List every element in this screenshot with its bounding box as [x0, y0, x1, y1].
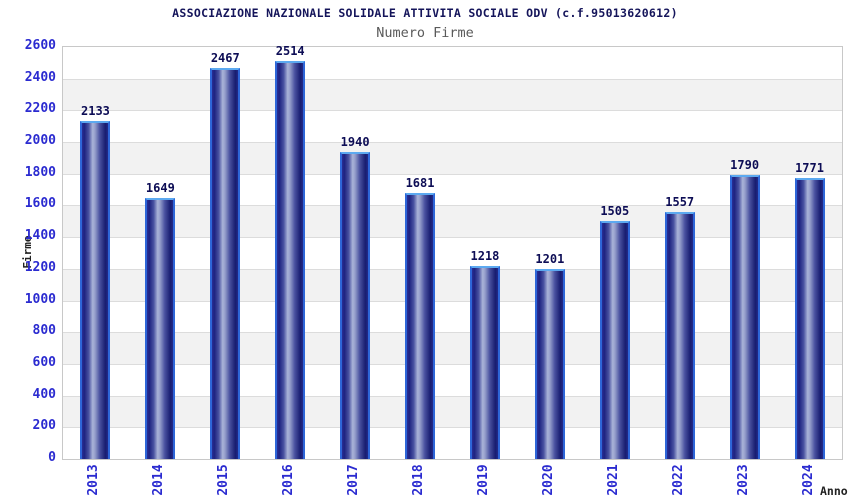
y-tick-label: 2400 — [24, 69, 56, 85]
gridline — [63, 237, 842, 239]
bar-value-label: 1201 — [535, 251, 565, 266]
plot-band — [63, 173, 842, 206]
chart-title: ASSOCIAZIONE NAZIONALE SOLIDALE ATTIVITA… — [172, 6, 678, 20]
y-tick-label: 1600 — [24, 196, 56, 212]
plot-band — [63, 110, 842, 143]
bar — [794, 178, 825, 459]
bar-value-label: 2467 — [210, 51, 240, 66]
y-tick-label: 400 — [32, 386, 56, 402]
gridline — [63, 110, 842, 112]
plot-band — [63, 237, 842, 269]
bar — [80, 121, 111, 459]
gridline — [63, 332, 842, 334]
bar-value-label: 1790 — [730, 158, 760, 173]
plot-area: 2133 1649 2467 2514 1940 1681 1218 1201 1505 1557… — [62, 43, 843, 460]
plot-band — [63, 332, 842, 364]
x-tick-label: 2014 — [151, 464, 167, 496]
x-tick-label: 2017 — [346, 464, 362, 496]
bar-value-label: 2133 — [81, 104, 110, 118]
x-tick-label: 2021 — [605, 464, 621, 496]
x-tick-label: 2023 — [735, 464, 751, 496]
y-tick-label: 1000 — [24, 291, 56, 307]
gridline — [63, 363, 842, 365]
y-tick-label: 800 — [32, 323, 56, 339]
x-tick-label: 2015 — [216, 464, 232, 496]
gridline — [63, 427, 842, 429]
plot-band — [63, 78, 842, 111]
y-tick-label: 0 — [48, 450, 56, 465]
bar-value-label: 1940 — [340, 134, 370, 149]
bar-value-label: 1681 — [405, 175, 435, 190]
plot-band — [63, 268, 842, 301]
bar — [664, 212, 695, 459]
y-tick-label: 1400 — [24, 228, 56, 244]
gridline — [63, 142, 842, 144]
x-tick-label: 2018 — [411, 464, 427, 496]
y-tick-label: 1800 — [24, 164, 56, 180]
bar-value-label: 2514 — [275, 43, 305, 58]
y-tick-label: 600 — [32, 354, 56, 370]
x-tick-label: 2016 — [281, 464, 297, 496]
bar-value-label: 1649 — [145, 180, 175, 195]
bar — [275, 60, 306, 459]
y-tick-label: 2000 — [24, 133, 56, 149]
bar-value-label: 1557 — [665, 195, 695, 210]
gridline — [63, 173, 842, 175]
bar — [599, 220, 630, 459]
x-tick-label: 2013 — [86, 464, 102, 496]
x-tick-label: 2024 — [800, 464, 816, 496]
x-tick-label: 2020 — [540, 464, 556, 496]
plot-band — [63, 142, 842, 174]
plot-band — [63, 205, 842, 238]
bar-value-label: 1505 — [600, 203, 630, 218]
gridline — [63, 205, 842, 207]
bar — [405, 192, 436, 459]
bar — [210, 68, 241, 459]
bar-value-label: 1218 — [470, 248, 500, 263]
gridline — [63, 78, 842, 80]
plot-band — [63, 395, 842, 428]
gridline — [63, 300, 842, 302]
y-tick-label: 2600 — [24, 38, 56, 53]
y-tick-label: 1200 — [24, 259, 56, 275]
y-tick-label: 2200 — [24, 101, 56, 117]
y-tick-label: 200 — [32, 418, 56, 434]
bar — [469, 265, 500, 459]
plot-band — [63, 300, 842, 333]
plot-band — [63, 363, 842, 396]
gridline — [63, 395, 842, 397]
bar-value-label: 1771 — [795, 161, 824, 176]
bar — [145, 197, 176, 459]
bar — [729, 175, 760, 459]
x-tick-label: 2019 — [475, 464, 491, 496]
x-axis-label: Anno — [820, 484, 848, 498]
gridline — [63, 268, 842, 270]
plot-band — [63, 47, 842, 79]
plot-band — [63, 427, 842, 459]
bar — [534, 268, 565, 459]
bar — [340, 151, 371, 459]
x-tick-label: 2022 — [670, 464, 686, 496]
chart-subtitle: Numero Firme — [376, 25, 474, 41]
